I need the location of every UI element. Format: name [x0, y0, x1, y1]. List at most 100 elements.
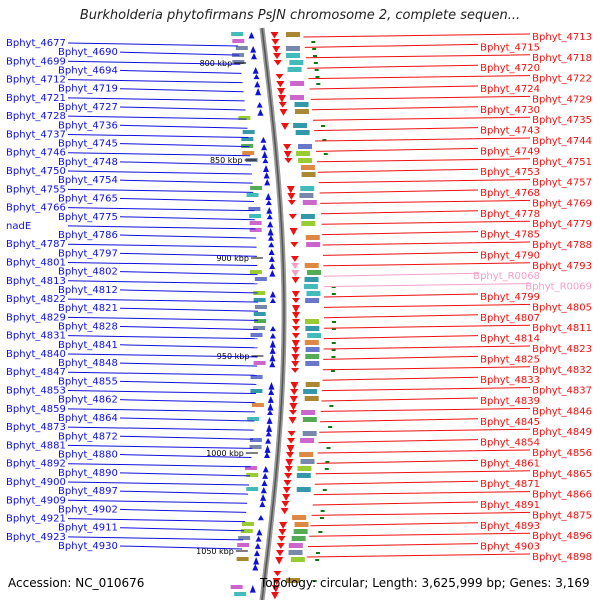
forward-gene: [263, 172, 270, 179]
feature-box-left: [232, 60, 245, 64]
left-gene-label: Bphyt_4831: [6, 331, 66, 342]
left-gene-label: Bphyt_4699: [6, 56, 66, 67]
feature-box-right: [304, 340, 319, 345]
feature-box-right: [288, 543, 303, 548]
leader-line: [119, 161, 252, 166]
leader-line: [67, 499, 248, 504]
reverse-gene: [280, 508, 289, 515]
left-gene-label: Bphyt_4755: [6, 184, 66, 195]
feature-box-left: [247, 417, 260, 421]
feature-box-right: [294, 522, 309, 527]
leader-line: [119, 545, 243, 550]
right-gene-label: Bphyt_4779: [532, 219, 592, 230]
reverse-gene: [288, 214, 297, 220]
right-gene-label: Bphyt_4724: [480, 84, 540, 95]
forward-gene: [265, 200, 272, 206]
leader-line: [323, 355, 479, 360]
left-gene-label: Bphyt_4880: [58, 450, 118, 461]
right-gene-label: Bphyt_4793: [532, 261, 592, 272]
feature-box-right: [303, 284, 318, 289]
leader-line: [67, 426, 254, 431]
reverse-gene: [271, 585, 280, 593]
leader-line: [320, 210, 479, 215]
right-gene-label: Bphyt_4875: [532, 510, 592, 521]
leader-line: [67, 463, 251, 468]
forward-gene: [266, 417, 273, 424]
right-gene-label: Bphyt_4778: [480, 209, 540, 220]
leader-line: [306, 553, 531, 558]
left-gene-label: Bphyt_4923: [6, 532, 66, 543]
leader-line: [119, 490, 249, 495]
forward-gene: [249, 585, 256, 593]
right-gene-label: Bphyt_4729: [532, 94, 592, 105]
right-gene-label: Bphyt_4825: [480, 354, 540, 365]
left-gene-label: Bphyt_4864: [58, 413, 118, 424]
feature-box-left: [242, 130, 255, 134]
right-gene-label: Bphyt_4757: [532, 178, 592, 189]
forward-gene: [262, 158, 269, 164]
feature-box-right: [300, 186, 315, 191]
feature-box-right: [291, 536, 306, 541]
right-gene-label: Bphyt_4805: [532, 302, 592, 313]
forward-gene: [250, 46, 257, 53]
reverse-gene: [273, 60, 282, 66]
leader-line: [67, 353, 258, 358]
feature-box-right: [306, 242, 321, 247]
forward-gene: [268, 389, 275, 396]
right-gene-label: Bphyt_4790: [480, 250, 540, 261]
right-gene-label: Bphyt_4839: [480, 396, 540, 407]
forward-gene: [269, 333, 276, 339]
forward-gene: [269, 354, 276, 362]
feature-box-left: [248, 207, 261, 211]
reverse-gene: [289, 410, 298, 416]
leader-line: [119, 417, 255, 422]
right-gene-label: Bphyt_R0069: [525, 282, 592, 293]
reverse-gene: [291, 319, 300, 325]
forward-gene: [266, 214, 273, 220]
reverse-gene: [291, 277, 300, 284]
tick-label: 1000 kbp: [206, 449, 244, 458]
feature-box-right: [299, 193, 314, 198]
reverse-gene: [290, 256, 299, 262]
left-gene-label: Bphyt_4721: [6, 93, 66, 104]
leader-line: [119, 179, 253, 184]
forward-gene: [256, 102, 263, 108]
left-gene-label: Bphyt_4719: [58, 84, 118, 95]
feature-box-left: [250, 333, 263, 337]
feature-box-left: [253, 326, 266, 330]
left-gene-label: Bphyt_4775: [58, 212, 118, 223]
leader-line: [119, 124, 248, 129]
feature-box-right: [303, 389, 318, 394]
reverse-gene: [290, 242, 299, 248]
feature-box-right: [298, 144, 313, 149]
cds-mark: [324, 468, 329, 470]
feature-box-right: [305, 326, 320, 331]
leader-line: [314, 127, 479, 132]
feature-box-left: [253, 361, 266, 365]
leader-line: [323, 345, 531, 350]
leader-line: [305, 54, 531, 59]
forward-gene: [260, 137, 267, 143]
reverse-gene: [289, 228, 298, 236]
feature-box-right: [288, 550, 303, 555]
forward-gene: [257, 109, 264, 116]
forward-gene: [264, 445, 271, 453]
right-gene-label: Bphyt_4730: [480, 105, 540, 116]
left-gene-label: Bphyt_4694: [58, 65, 118, 76]
leader-line: [321, 220, 531, 225]
leader-line: [67, 42, 239, 47]
forward-gene: [259, 501, 266, 508]
leader-line: [317, 158, 531, 163]
forward-gene: [263, 165, 270, 172]
right-gene-label: Bphyt_4865: [532, 469, 592, 480]
reverse-gene: [291, 340, 300, 348]
forward-gene: [269, 340, 276, 348]
reverse-gene: [291, 312, 300, 319]
right-gene-label: Bphyt_4720: [480, 63, 540, 74]
left-gene-label: Bphyt_4765: [58, 193, 118, 204]
feature-box-left: [235, 46, 248, 50]
cds-mark: [325, 461, 330, 463]
cds-mark: [331, 293, 336, 295]
forward-gene: [269, 291, 276, 298]
leader-line: [323, 272, 479, 277]
